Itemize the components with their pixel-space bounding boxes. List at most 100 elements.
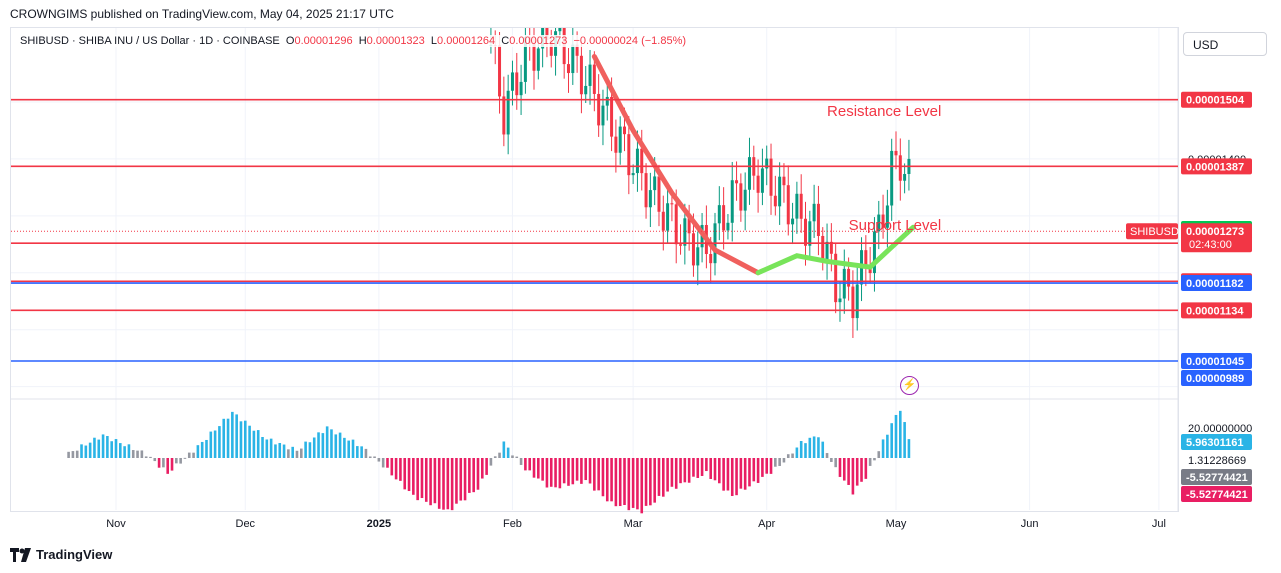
oscillator-bar [670, 458, 674, 487]
candle-body [635, 148, 639, 174]
oscillator-bar [480, 458, 484, 479]
oscillator-bar [231, 411, 234, 458]
candle-body [592, 64, 596, 94]
oscillator-bar [416, 458, 419, 501]
candle-body [691, 233, 695, 266]
oscillator-bar [907, 439, 911, 458]
candle-body [812, 203, 816, 222]
oscillator-bar [407, 458, 411, 492]
oscillator-bar [666, 458, 669, 492]
oscillator-bar [140, 450, 144, 458]
oscillator-bar [769, 458, 773, 474]
oscillator-bar [545, 458, 549, 488]
candle-body [679, 244, 683, 246]
level-price-badge [1181, 275, 1252, 292]
oscillator-bar [300, 448, 303, 458]
oscillator-bar [696, 458, 700, 478]
oscillator-bar [162, 458, 165, 468]
oscillator-bar [325, 426, 329, 458]
candle-body [610, 96, 614, 137]
candle-body [855, 284, 859, 319]
oscillator-bar [450, 458, 454, 511]
oscillator-bar [412, 458, 415, 495]
current-price-label: 0.00001273 [1186, 226, 1244, 238]
oscillator-bar [424, 458, 428, 502]
candle-body [898, 155, 902, 181]
candle-body [726, 222, 730, 231]
current-price-badge [1181, 223, 1252, 253]
oscillator-bar [127, 444, 131, 458]
oscillator-bar [437, 458, 441, 509]
oscillator-bar [730, 458, 734, 496]
candle-body [670, 203, 674, 205]
candle-body [730, 180, 734, 223]
candle-body [605, 96, 609, 106]
candle-body [644, 173, 648, 208]
level-price-badge [1181, 353, 1252, 369]
level-price-label: 0.00001387 [1186, 161, 1244, 173]
candle-body [519, 81, 523, 96]
oscillator-bar [554, 458, 557, 488]
level-price-badge [1181, 158, 1252, 175]
oscillator-bar [537, 458, 540, 479]
level-price-badge [1181, 91, 1252, 108]
oscillator-bar [131, 450, 135, 458]
candle-body [515, 72, 519, 96]
candle-body [558, 28, 562, 32]
oscillator-bar [881, 439, 885, 458]
oscillator-bar [541, 458, 544, 481]
candle-body [502, 96, 506, 135]
candle-body [890, 150, 894, 206]
candle-body [640, 148, 644, 174]
currency-selector[interactable]: USD [1183, 32, 1267, 56]
oscillator-bar [377, 458, 381, 462]
candle-body [683, 218, 687, 246]
current-symbol-tag [1126, 223, 1178, 240]
candle-body [825, 241, 829, 262]
oscillator-bar [718, 458, 721, 484]
oscillator-bar [653, 458, 656, 503]
oscillator-bar [360, 446, 363, 458]
oscillator-bar [356, 446, 359, 458]
oscillator-bar [368, 456, 372, 458]
candle-body [894, 150, 898, 156]
oscillator-bar [317, 432, 320, 458]
candle-body [584, 85, 588, 95]
legend-close: 0.00001273 [509, 35, 568, 47]
oscillator-bar [71, 451, 75, 458]
oscillator-bar [239, 421, 243, 458]
lightning-icon[interactable]: ⚡ [900, 376, 919, 395]
oscillator-bar [399, 458, 402, 481]
oscillator-bar [623, 458, 626, 505]
oscillator-bar [739, 458, 743, 489]
oscillator-bar [205, 439, 208, 458]
oscillator-bar [265, 439, 269, 458]
candle-body [773, 195, 777, 207]
oscillator-bar [459, 458, 463, 501]
oscillator-bar [287, 449, 290, 458]
candle-body [498, 45, 502, 97]
oscillator-bar [256, 430, 260, 458]
oscillator-bar [588, 458, 592, 484]
current-symbol-label: SHIBUSD [1130, 226, 1179, 238]
level-price-label: 0.00001045 [1186, 356, 1244, 368]
oscillator-bar [455, 458, 458, 504]
oscillator-bar [334, 434, 338, 458]
oscillator-bar [394, 458, 398, 480]
candle-body [786, 185, 790, 225]
oscillator-bar [812, 436, 816, 458]
oscillator-bar [601, 458, 605, 497]
oscillator-bar [644, 458, 648, 506]
candle-body [532, 43, 536, 71]
oscillator-bar [661, 458, 665, 497]
oscillator-bar [187, 452, 191, 458]
oscillator-bar [343, 437, 346, 458]
oscillator-bar [321, 433, 325, 458]
trend-line-up [755, 224, 916, 276]
oscillator-bar [687, 458, 691, 483]
candle-body [799, 193, 803, 219]
level-annotation: Support Level [849, 217, 942, 234]
oscillator-bar [110, 441, 113, 458]
oscillator-bar [75, 450, 79, 458]
